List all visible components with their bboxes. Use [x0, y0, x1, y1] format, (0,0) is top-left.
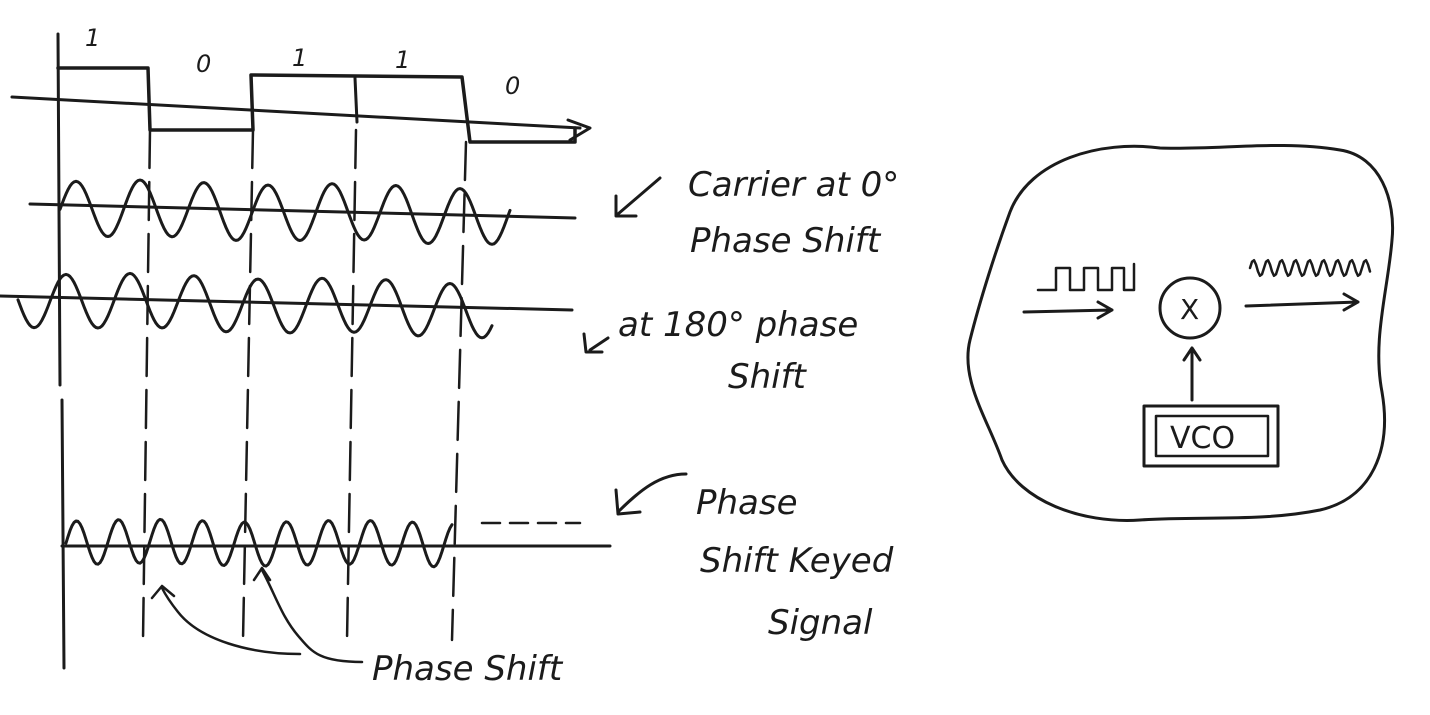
modulator-enclosure	[966, 143, 1395, 522]
carrier-0-label-line-2: Phase Shift	[690, 221, 882, 261]
carrier-180-label-line-1: at 180° phase	[618, 305, 858, 345]
psk-label: Phase Shift Keyed Signal	[696, 483, 894, 643]
output-arrow	[1244, 292, 1360, 312]
bit-boundary-guides	[141, 128, 468, 642]
carrier-0-label: Carrier at 0° Phase Shift	[688, 165, 899, 261]
carrier-180-axis	[0, 294, 574, 312]
oscillator-arrow	[1182, 346, 1202, 402]
oscillator-box-inner	[1154, 414, 1270, 458]
psk-label-line-1: Phase	[696, 483, 798, 523]
carrier-180-wave	[16, 271, 494, 340]
output-wave-icon	[1248, 258, 1372, 278]
oscillator-label: VCO	[1170, 421, 1235, 456]
input-arrow	[1022, 300, 1114, 320]
input-square-wave-icon	[1036, 262, 1136, 292]
psk-label-line-3: Signal	[768, 603, 873, 643]
multiplier-symbol: X	[1180, 293, 1199, 326]
modulator-diagram: X VCO	[966, 143, 1395, 522]
guide-line-3	[345, 128, 358, 642]
multiplier-circle	[1158, 276, 1222, 340]
carrier-0-label-line-1: Carrier at 0°	[688, 165, 899, 205]
data-axis	[10, 95, 582, 130]
carrier-0-axis	[28, 202, 577, 220]
data-axis-arrowhead	[566, 118, 592, 142]
timing-diagram: 1 0 1 1 0 Carrier at 0° Phase Shift a	[0, 24, 899, 689]
bit-label-2: 0	[196, 50, 211, 78]
carrier-0-wave	[58, 178, 512, 246]
psk-label-line-2: Shift Keyed	[700, 541, 894, 581]
carrier-0-arrow	[614, 176, 662, 218]
oscillator-box-outer	[1142, 404, 1280, 468]
psk-wave	[64, 517, 454, 569]
phase-shift-pointer-arrows	[150, 566, 364, 664]
guide-line-4	[450, 140, 468, 642]
data-square-wave	[56, 66, 577, 144]
bit-divider	[353, 76, 359, 124]
psk-label-arrow	[614, 472, 688, 516]
carrier-180-arrow	[582, 332, 610, 354]
guide-line-1	[141, 128, 152, 642]
bit-label-4: 1	[395, 46, 410, 74]
guide-line-2	[241, 128, 255, 642]
vertical-axis	[56, 32, 66, 670]
bit-label-5: 0	[505, 72, 520, 100]
carrier-180-label: at 180° phase Shift	[618, 305, 858, 397]
phase-shift-label: Phase Shift	[372, 649, 564, 689]
bit-label-3: 1	[292, 44, 307, 72]
carrier-180-label-line-2: Shift	[728, 357, 808, 397]
bit-label-1: 1	[85, 24, 100, 52]
